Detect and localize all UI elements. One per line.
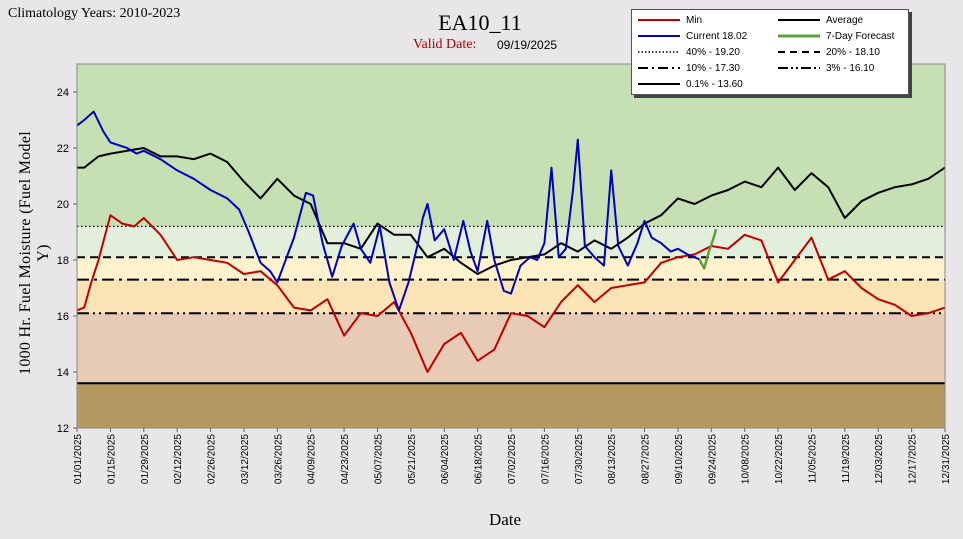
x-tick-label: 12/03/2025 <box>874 434 885 484</box>
legend-item-average: Average <box>778 13 863 27</box>
chart-title: EA10_11 <box>438 10 522 35</box>
x-tick-label: 02/26/2025 <box>207 434 218 484</box>
dotted-line-icon <box>638 51 680 53</box>
x-tick-label: 03/12/2025 <box>240 434 251 484</box>
series-min <box>76 214 946 373</box>
band-20-40 <box>77 226 945 258</box>
legend-label-current: Current 18.02 <box>686 30 748 42</box>
x-tick-label: 06/04/2025 <box>440 434 451 484</box>
band-3-10 <box>77 279 945 314</box>
dashed-line-icon <box>778 51 820 53</box>
x-tick-label: 11/19/2025 <box>841 434 852 484</box>
y-tick-label: 20 <box>57 199 69 211</box>
legend-label-10pct: 10% - 17.30 <box>686 62 740 74</box>
x-tick-label: 12/17/2025 <box>908 434 919 484</box>
x-tick-label: 04/09/2025 <box>307 434 318 484</box>
x-tick-label: 09/10/2025 <box>674 434 685 484</box>
x-tick-label: 01/01/2025 <box>73 434 84 484</box>
legend-item-current: Current 18.02 <box>638 29 747 43</box>
valid-date-value: 09/19/2025 <box>497 38 558 52</box>
x-tick-label: 08/13/2025 <box>607 434 618 484</box>
current-line-icon <box>638 35 680 37</box>
series-7-day-forecast <box>698 228 718 270</box>
y-tick-label: 24 <box>57 87 69 99</box>
legend-label-01pct: 0.1% - 13.60 <box>686 78 743 90</box>
legend-item-forecast: 7-Day Forecast <box>778 29 894 43</box>
y-tick-label: 12 <box>57 423 69 435</box>
forecast-line-icon <box>778 34 820 38</box>
band-10-20 <box>77 257 945 280</box>
x-tick-label: 01/29/2025 <box>140 434 151 484</box>
x-tick-label: 02/12/2025 <box>173 434 184 484</box>
legend-item-01pct: 0.1% - 13.60 <box>638 77 743 91</box>
dash-dot-dot-line-icon <box>778 67 820 69</box>
y-tick-label: 22 <box>57 143 69 155</box>
min-line-icon <box>638 19 680 21</box>
x-tick-label: 06/18/2025 <box>474 434 485 484</box>
percentile-bands <box>77 64 945 428</box>
x-tick-label: 10/22/2025 <box>774 434 785 484</box>
x-tick-label: 05/21/2025 <box>407 434 418 484</box>
axes: 12 14 16 18 20 22 24 01/01/2025 01/15/2025 01/29/… <box>57 63 952 484</box>
x-tick-label: 04/23/2025 <box>340 434 351 484</box>
series-current-18-02 <box>76 110 700 312</box>
legend-item-10pct: 10% - 17.30 <box>638 61 740 75</box>
x-tick-label: 05/07/2025 <box>373 434 384 484</box>
legend-item-3pct: 3% - 16.10 <box>778 61 874 75</box>
x-tick-label: 11/05/2025 <box>807 434 818 484</box>
climatology-years: Climatology Years: 2010-2023 <box>8 6 181 21</box>
solid-line-icon <box>638 83 680 85</box>
legend-item-40pct: 40% - 19.20 <box>638 45 740 59</box>
legend-label-min: Min <box>686 14 703 26</box>
x-tick-label: 12/31/2025 <box>941 434 952 484</box>
series-lines <box>76 110 946 373</box>
legend-item-min: Min <box>638 13 702 27</box>
y-tick-label: 16 <box>57 311 69 323</box>
valid-date-label: Valid Date: <box>413 37 477 52</box>
legend-label-forecast: 7-Day Forecast <box>826 30 895 42</box>
average-line-icon <box>778 19 820 21</box>
legend-label-20pct: 20% - 18.10 <box>826 46 880 58</box>
band-below-01 <box>77 383 945 428</box>
x-tick-label: 08/27/2025 <box>641 434 652 484</box>
x-tick-label: 07/02/2025 <box>507 434 518 484</box>
legend: Min Average Current 18.02 7-Day Forecast… <box>631 9 909 95</box>
series-average <box>77 147 946 275</box>
x-tick-label: 01/15/2025 <box>106 434 117 484</box>
x-tick-label: 09/24/2025 <box>707 434 718 484</box>
legend-label-40pct: 40% - 19.20 <box>686 46 740 58</box>
legend-item-20pct: 20% - 18.10 <box>778 45 880 59</box>
x-axis-label: Date <box>488 510 522 529</box>
band-01-3 <box>77 313 945 384</box>
legend-label-3pct: 3% - 16.10 <box>826 62 875 74</box>
x-tick-label: 07/16/2025 <box>540 434 551 484</box>
y-tick-label: 14 <box>57 367 69 379</box>
x-tick-label: 03/26/2025 <box>273 434 284 484</box>
x-tick-label: 10/08/2025 <box>741 434 752 484</box>
dash-dot-line-icon <box>638 67 680 69</box>
legend-label-average: Average <box>826 14 864 26</box>
x-tick-label: 07/30/2025 <box>574 434 585 484</box>
y-tick-label: 18 <box>57 255 69 267</box>
percentile-lines <box>77 225 945 385</box>
